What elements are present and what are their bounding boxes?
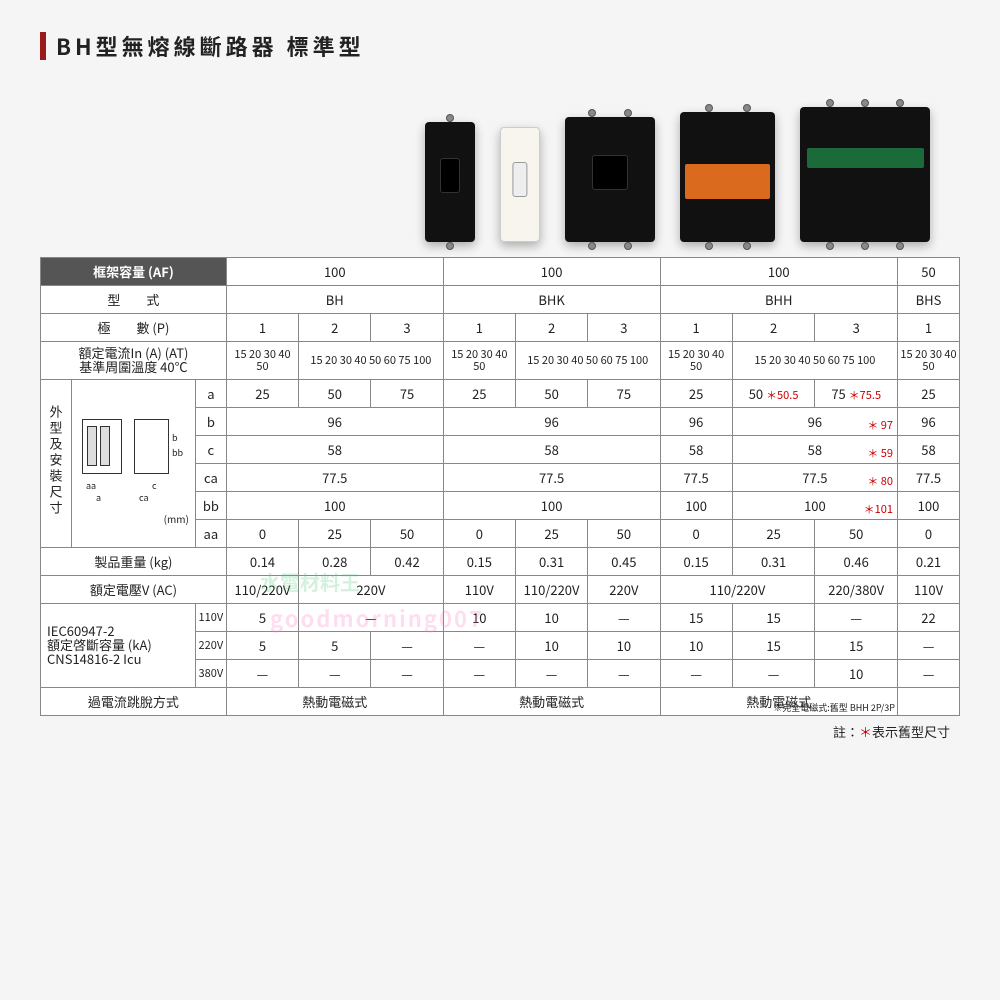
watermark-2: goodmorning007 — [270, 602, 484, 634]
breaker-1p-black — [425, 122, 475, 242]
label-type: 型 式 — [41, 286, 227, 314]
label-poles: 極 數 (P) — [41, 314, 227, 342]
row-frame: 框架容量 (AF) 100 100 100 50 — [41, 258, 960, 286]
row-poles: 極 數 (P) 123 123 123 1 — [41, 314, 960, 342]
row-type: 型 式 BH BHK BHH BHS — [41, 286, 960, 314]
row-trip: 過電流跳脫方式 熱動電磁式 熱動電磁式 熱動電磁式※完全電磁式:舊型 BHH 2… — [41, 687, 960, 715]
spec-table-wrap: 水電材料王 goodmorning007 框架容量 (AF) 100 100 1… — [40, 257, 960, 741]
breaker-1p-white — [500, 127, 540, 242]
label-rated-current: 額定電流In (A) (AT) 基準周圍溫度 40℃ — [41, 342, 227, 380]
row-voltage: 額定電壓V (AC) 110/220V 220V 110V 110/220V 2… — [41, 575, 960, 603]
product-images — [40, 82, 930, 242]
label-voltage: 額定電壓V (AC) — [41, 575, 227, 603]
breaker-2p-orange — [680, 112, 775, 242]
label-dimensions: 外型及安裝尺寸 — [41, 379, 72, 547]
row-weight: 製品重量 (kg) 0.140.280.42 0.150.310.45 0.15… — [41, 547, 960, 575]
watermark-1: 水電材料王 — [260, 567, 360, 596]
spec-table: 框架容量 (AF) 100 100 100 50 型 式 BH BHK BHH … — [40, 257, 960, 716]
label-frame: 框架容量 (AF) — [41, 258, 227, 286]
breaker-3p-green — [800, 107, 930, 242]
label-breaking: IEC60947-2 額定啓斷容量 (kA) CNS14816-2 Icu — [41, 603, 196, 687]
footnote: 註：＊表示舊型尺寸 — [40, 716, 960, 741]
label-weight: 製品重量 (kg) — [41, 547, 227, 575]
label-trip: 過電流跳脫方式 — [41, 687, 227, 715]
breaker-2p-black — [565, 117, 655, 242]
row-dim-a: 外型及安裝尺寸 b bb aa a ca c (mm) a 255075 255… — [41, 379, 960, 407]
page-title-bar: BH型無熔線斷路器 標準型 — [40, 30, 960, 62]
row-rated-current: 額定電流In (A) (AT) 基準周圍溫度 40℃ 15 20 30 40 5… — [41, 342, 960, 380]
dimension-diagram: b bb aa a ca c (mm) — [71, 379, 195, 547]
title-accent — [40, 32, 46, 60]
row-breaking-110: IEC60947-2 額定啓斷容量 (kA) CNS14816-2 Icu 11… — [41, 603, 960, 631]
page-title: BH型無熔線斷路器 標準型 — [56, 30, 365, 62]
